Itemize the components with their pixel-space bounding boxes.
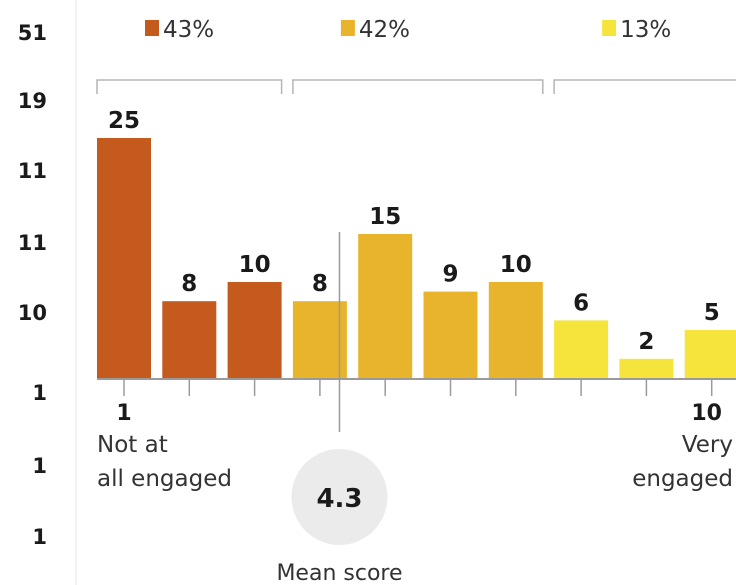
bar (97, 138, 151, 378)
left-column-value: 1 (32, 525, 47, 549)
left-column-value: 1 (32, 381, 47, 405)
x-tick-label-left: 1 (116, 401, 131, 426)
bar-value-label: 6 (573, 290, 589, 316)
bar (423, 291, 478, 378)
bar-value-label: 25 (108, 108, 140, 134)
bar (488, 282, 543, 378)
left-column-value: 1 (32, 454, 47, 478)
mean-score-circle (291, 449, 388, 545)
left-column-value: 11 (18, 231, 47, 255)
bar (684, 330, 736, 378)
legend-label: 42% (359, 17, 410, 43)
x-end-label-right-line1: Very (682, 432, 733, 458)
x-end-label-left-line2: all engaged (97, 466, 232, 492)
bar-value-label: 15 (369, 204, 401, 230)
x-tick-label-right: 10 (691, 401, 722, 426)
bar (162, 301, 217, 378)
legend-swatch (602, 20, 617, 36)
legend-swatch (340, 20, 355, 36)
bars (97, 138, 736, 378)
group-bracket (292, 79, 544, 94)
mean-score-value: 4.3 (316, 484, 362, 514)
x-end-label-left-line1: Not at (97, 432, 168, 458)
group-bracket (553, 79, 736, 94)
bar (227, 282, 282, 378)
left-column-value: 51 (18, 21, 47, 45)
legend-label: 13% (620, 17, 671, 43)
bar-value-label: 5 (704, 300, 720, 326)
bar-value-label: 8 (312, 271, 328, 297)
left-column-value: 11 (18, 159, 47, 183)
bar (619, 358, 674, 378)
bar-value-label: 8 (181, 271, 197, 297)
bar-value-label: 10 (500, 252, 532, 278)
legend-label: 43% (163, 17, 214, 43)
bar-value-label: 9 (442, 262, 458, 288)
bar (554, 320, 609, 378)
group-bracket (96, 79, 283, 94)
mean-score-caption: Mean score (276, 561, 402, 585)
bar-value-label: 2 (638, 329, 654, 355)
bar (292, 301, 347, 378)
bar (358, 234, 413, 378)
group-brackets (96, 79, 736, 94)
legend-swatch (145, 20, 159, 36)
legend: 43% 42% 13% (145, 17, 671, 43)
bar-value-label: 10 (239, 252, 271, 278)
left-column-value: 19 (18, 89, 47, 113)
left-column-value: 10 (18, 301, 47, 325)
x-axis-ticks (123, 380, 713, 396)
x-end-label-right-line2: engaged (632, 466, 733, 492)
